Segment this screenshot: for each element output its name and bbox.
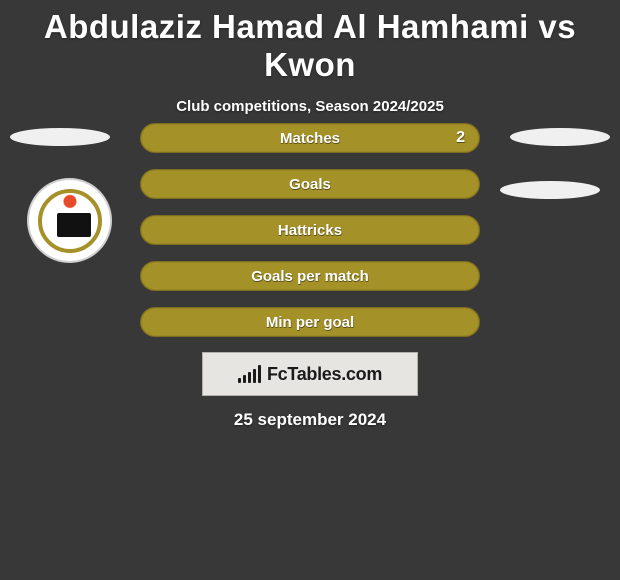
logo-bar-segment xyxy=(248,372,251,383)
subtitle: Club competitions, Season 2024/2025 xyxy=(0,98,620,115)
stat-label: Goals xyxy=(289,176,331,193)
club-crest-inner xyxy=(38,189,102,253)
stat-row: Min per goal xyxy=(140,307,480,337)
player-right-placeholder-2 xyxy=(500,181,600,199)
logo-bar-segment xyxy=(258,365,261,383)
logo-bars-icon xyxy=(238,365,261,383)
stat-label: Min per goal xyxy=(266,314,354,331)
stat-label: Goals per match xyxy=(251,268,369,285)
stat-label: Matches xyxy=(280,130,340,147)
logo-text: FcTables.com xyxy=(267,364,382,385)
stat-row: Goals xyxy=(140,169,480,199)
stat-label: Hattricks xyxy=(278,222,342,239)
stat-value: 2 xyxy=(456,129,465,147)
logo-bar-segment xyxy=(238,378,241,383)
stat-rows-container: Matches 2 Goals Hattricks Goals per match Min… xyxy=(140,123,480,353)
stat-row: Goals per match xyxy=(140,261,480,291)
logo-bar-segment xyxy=(253,369,256,383)
fctables-logo[interactable]: FcTables.com xyxy=(202,352,418,396)
page-title: Abdulaziz Hamad Al Hamhami vs Kwon xyxy=(0,0,620,84)
player-right-placeholder xyxy=(510,128,610,146)
date-text: 25 september 2024 xyxy=(0,410,620,430)
stat-row: Matches 2 xyxy=(140,123,480,153)
player-left-placeholder xyxy=(10,128,110,146)
club-crest xyxy=(27,178,112,263)
stat-row: Hattricks xyxy=(140,215,480,245)
logo-bar-segment xyxy=(243,375,246,383)
